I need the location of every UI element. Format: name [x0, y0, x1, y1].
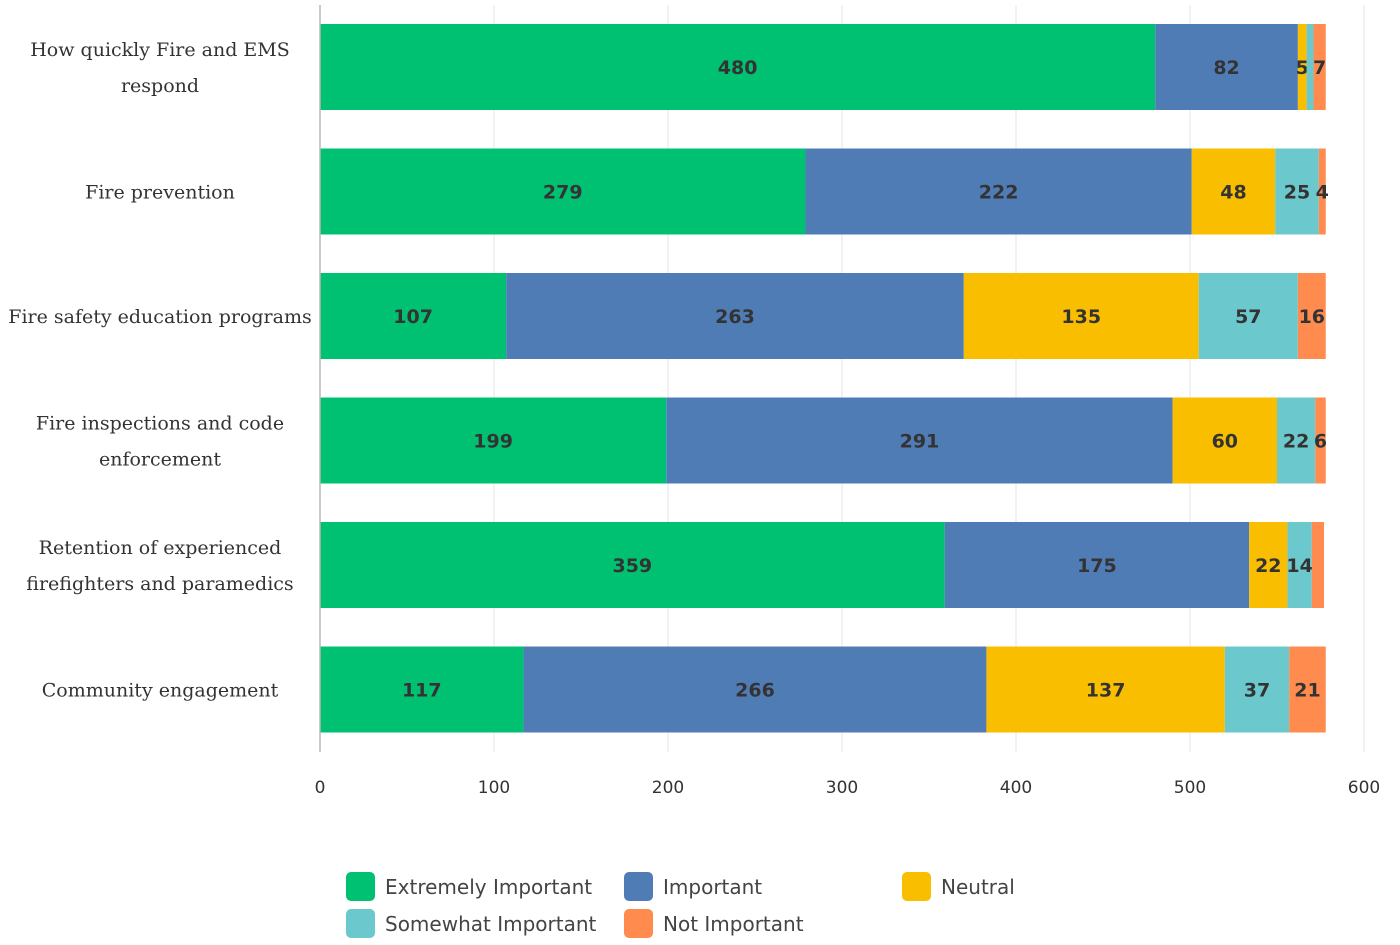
bar-segment [320, 522, 945, 608]
bar-segment [1277, 397, 1316, 484]
category-label: How quickly Fire and EMS [30, 39, 290, 61]
legend-item: Not Important [624, 909, 804, 938]
bar-value-label: 5 [1296, 57, 1309, 79]
bar-value-label: 279 [543, 182, 583, 204]
x-tick-label: 200 [652, 778, 684, 798]
bar-segment [1297, 273, 1326, 359]
legend-item: Somewhat Important [346, 909, 596, 938]
x-axis-ticks: 0 100 200 300 400 500 600 [315, 778, 1381, 798]
bar-segment [944, 522, 1250, 608]
bar-value-label: 135 [1061, 306, 1101, 328]
category-labels: How quickly Fire and EMS respond Fire prev… [8, 39, 311, 702]
legend-swatch [346, 872, 375, 901]
bar-segment [506, 273, 964, 359]
x-tick-label: 0 [315, 778, 326, 798]
bar-value-label: 117 [402, 680, 442, 702]
legend-swatch [624, 872, 653, 901]
category-label: respond [121, 75, 199, 97]
x-tick-label: 100 [478, 778, 510, 798]
bar-value-label: 4 [1316, 182, 1329, 204]
legend-item: Important [624, 872, 762, 901]
category-label: Community engagement [42, 680, 279, 702]
bar-segment [1289, 646, 1326, 733]
category-label: Fire safety education programs [8, 306, 311, 328]
bar-segment [805, 148, 1192, 235]
bar-value-label: 22 [1255, 555, 1281, 577]
bar-value-label: 263 [715, 306, 755, 328]
bar-value-label: 48 [1220, 182, 1246, 204]
bar-segment [1306, 24, 1314, 110]
bar-segment [1198, 273, 1298, 359]
x-tick-label: 600 [1348, 778, 1380, 798]
bar-segment [320, 273, 507, 359]
bar-value-label: 16 [1299, 306, 1325, 328]
bar-segment [320, 24, 1156, 110]
bar-segment [320, 148, 806, 235]
bar-segment [963, 273, 1199, 359]
bar-segment [1191, 148, 1276, 235]
legend-label: Important [663, 874, 763, 899]
category-label: Fire inspections and code [36, 413, 284, 435]
bar-value-label: 107 [393, 306, 433, 328]
bar-value-label: 359 [612, 555, 652, 577]
bar-segment [1315, 397, 1326, 484]
legend-label: Neutral [941, 874, 1015, 899]
bar-segment [1224, 646, 1290, 733]
x-tick-label: 300 [826, 778, 858, 798]
category-label: Retention of experienced [39, 537, 282, 559]
legend-item: Neutral [902, 872, 1015, 901]
legend-label: Somewhat Important [385, 911, 597, 936]
x-tick-label: 500 [1174, 778, 1206, 798]
bar-segment [320, 646, 524, 733]
bar-segment [666, 397, 1173, 484]
legend-label: Not Important [663, 911, 804, 936]
bar-value-label: 37 [1244, 680, 1270, 702]
bar-value-label: 82 [1213, 57, 1239, 79]
category-label: firefighters and paramedics [26, 573, 293, 595]
legend-swatch [346, 909, 375, 938]
bar-segment [1155, 24, 1298, 110]
bar-value-label: 60 [1212, 431, 1238, 453]
legend-swatch [902, 872, 931, 901]
bar-segment [1275, 148, 1319, 235]
bar-segment [1318, 148, 1326, 235]
bar-segment [1287, 522, 1312, 608]
bar-value-label: 7 [1313, 57, 1326, 79]
bar-segment [1172, 397, 1277, 484]
bar-segment [1311, 522, 1324, 608]
category-label: enforcement [99, 449, 221, 471]
bar-segment [1249, 522, 1288, 608]
legend-swatch [624, 909, 653, 938]
bar-segment [320, 397, 667, 484]
bar-value-label: 137 [1086, 680, 1126, 702]
bar-value-label: 222 [979, 182, 1019, 204]
bar-value-label: 291 [900, 431, 940, 453]
bars: 480 82 5 7 279 222 48 25 4 107 263 135 57 16 199 291 60 2… [320, 24, 1329, 733]
bar-segment [986, 646, 1225, 733]
bar-segment [1297, 24, 1307, 110]
gridlines [493, 5, 1365, 752]
bar-value-label: 6 [1314, 431, 1327, 453]
bar-value-label: 266 [735, 680, 775, 702]
legend-label: Extremely Important [385, 874, 593, 899]
bar-value-label: 21 [1294, 680, 1320, 702]
bar-value-label: 22 [1283, 431, 1309, 453]
bar-value-label: 480 [718, 57, 758, 79]
legend-item: Extremely Important [346, 872, 592, 901]
bar-value-label: 14 [1286, 555, 1312, 577]
category-label: Fire prevention [85, 182, 235, 204]
bar-value-label: 57 [1235, 306, 1261, 328]
x-tick-label: 400 [1000, 778, 1032, 798]
bar-segment [1313, 24, 1326, 110]
bar-value-label: 175 [1077, 555, 1117, 577]
bar-value-label: 25 [1284, 182, 1310, 204]
bar-value-label: 199 [473, 431, 513, 453]
bar-segment [523, 646, 987, 733]
